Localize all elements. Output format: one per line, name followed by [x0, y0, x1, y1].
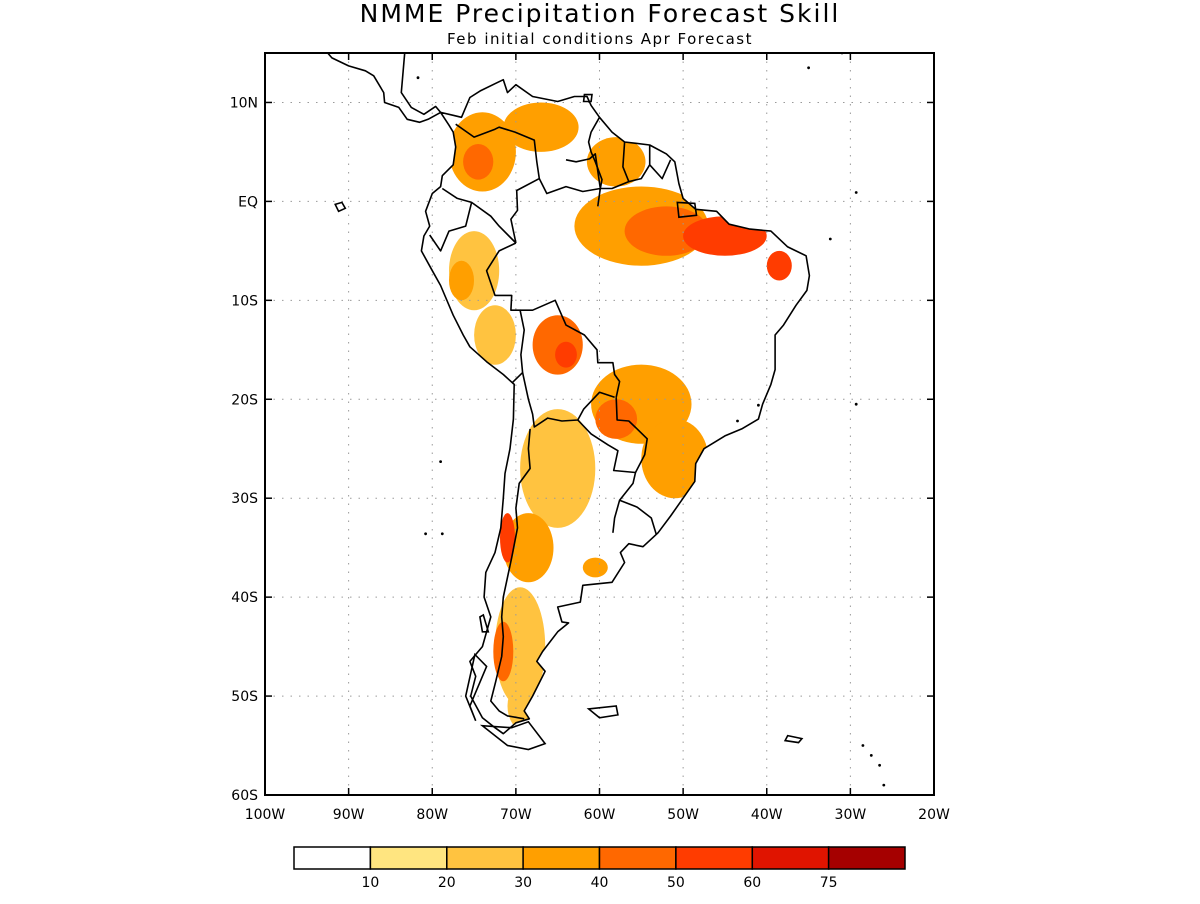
small-island — [854, 402, 858, 406]
small-island — [861, 744, 865, 747]
lat-tick-label: 20S — [231, 392, 258, 408]
colorbar-label: 30 — [514, 875, 532, 891]
country-border — [520, 299, 621, 398]
colorbar-swatch — [827, 846, 906, 870]
skill-region-colombia-core — [463, 144, 494, 180]
small-island — [757, 403, 760, 407]
country-border — [485, 242, 525, 383]
colorbar-label: 60 — [743, 875, 761, 891]
skill-region-para-maranhao — [683, 216, 767, 256]
country-border — [429, 202, 473, 252]
small-island — [736, 419, 739, 423]
island-outline — [586, 705, 619, 719]
grid-lines — [265, 53, 934, 795]
small-island — [828, 237, 832, 241]
skill-region-argentina-north — [520, 409, 596, 528]
country-border — [521, 372, 615, 428]
lat-tick-label: 50S — [231, 689, 258, 705]
colorbar-swatch — [369, 846, 448, 870]
lon-tick-label: 50W — [667, 807, 699, 823]
country-border — [441, 187, 517, 244]
island-outline — [783, 734, 804, 744]
skill-shading — [448, 102, 792, 731]
lon-tick-label: 90W — [333, 807, 365, 823]
axis-ticks: 100W 90W 80W 70W 60W 50W 40W 30W 20W 10N EQ 10S 20S 3… — [230, 53, 950, 823]
skill-region-bolivia — [532, 315, 583, 375]
skill-region-peru-south — [474, 305, 516, 365]
colorbar-swatch — [751, 846, 830, 870]
lat-tick-label: EQ — [238, 194, 258, 210]
island-outline — [479, 613, 490, 633]
island-outline — [582, 93, 593, 103]
colorbar-swatch — [522, 846, 601, 870]
island-outline — [479, 720, 547, 751]
lat-tick-label: 60S — [231, 788, 258, 804]
country-border — [577, 397, 648, 474]
chart-subtitle: Feb initial conditions Apr Forecast — [447, 30, 753, 48]
chart-title: NMME Precipitation Forecast Skill — [360, 0, 841, 28]
country-border — [490, 428, 531, 720]
central-america-coastline — [326, 53, 442, 124]
lon-tick-label: 40W — [751, 807, 783, 823]
lat-tick-label: 30S — [231, 491, 258, 507]
lat-tick-label: 10N — [230, 95, 258, 111]
colorbar-label: 50 — [667, 875, 685, 891]
skill-region-bolivia-core — [555, 341, 577, 368]
colorbar-swatch — [446, 846, 524, 870]
skill-region-peru-west — [449, 260, 474, 301]
small-island — [882, 783, 886, 787]
lon-tick-label: 20W — [918, 807, 950, 823]
lon-tick-label: 30W — [835, 807, 867, 823]
lon-tick-label: 70W — [500, 807, 532, 823]
skill-region-mato-grosso-core — [595, 399, 638, 439]
small-island — [878, 763, 881, 767]
small-island — [854, 191, 858, 194]
small-island — [869, 754, 873, 757]
skill-region-la-pampa-spot — [582, 557, 608, 578]
skill-region-ceara — [766, 250, 792, 281]
colorbar-label: 10 — [361, 875, 379, 891]
skill-region-parana — [641, 419, 709, 499]
small-island — [440, 532, 444, 536]
skill-region-chile-core — [500, 513, 515, 563]
colorbar-label: 20 — [438, 875, 456, 891]
island-outline — [676, 201, 698, 219]
colorbar-swatch — [598, 846, 677, 870]
country-border — [455, 123, 541, 244]
country-border — [597, 188, 602, 207]
colorbar-label: 75 — [820, 875, 838, 891]
lon-tick-label: 100W — [245, 807, 286, 823]
south-america-coastline — [420, 78, 811, 735]
small-island — [807, 66, 810, 70]
colorbar-swatch — [293, 846, 372, 870]
small-island — [416, 76, 420, 80]
island-outline — [464, 652, 488, 722]
lon-tick-label: 60W — [584, 807, 616, 823]
skill-region-venezuela — [503, 102, 579, 152]
colorbar-swatch — [675, 846, 754, 870]
colorbar: 10 20 30 40 50 60 75 — [293, 846, 906, 891]
skill-region-patagonia-core — [493, 621, 514, 682]
colorbar-label: 40 — [591, 875, 609, 891]
country-border — [587, 116, 603, 189]
country-border — [628, 145, 651, 183]
coastlines — [326, 53, 886, 787]
country-border — [619, 499, 658, 536]
small-island — [424, 532, 427, 536]
skill-region-guianas — [586, 137, 646, 187]
lat-tick-label: 40S — [231, 590, 258, 606]
island-outline — [334, 201, 347, 213]
lon-tick-label: 80W — [416, 807, 448, 823]
country-border — [649, 159, 672, 180]
small-island — [439, 460, 442, 463]
lat-tick-label: 10S — [231, 293, 258, 309]
